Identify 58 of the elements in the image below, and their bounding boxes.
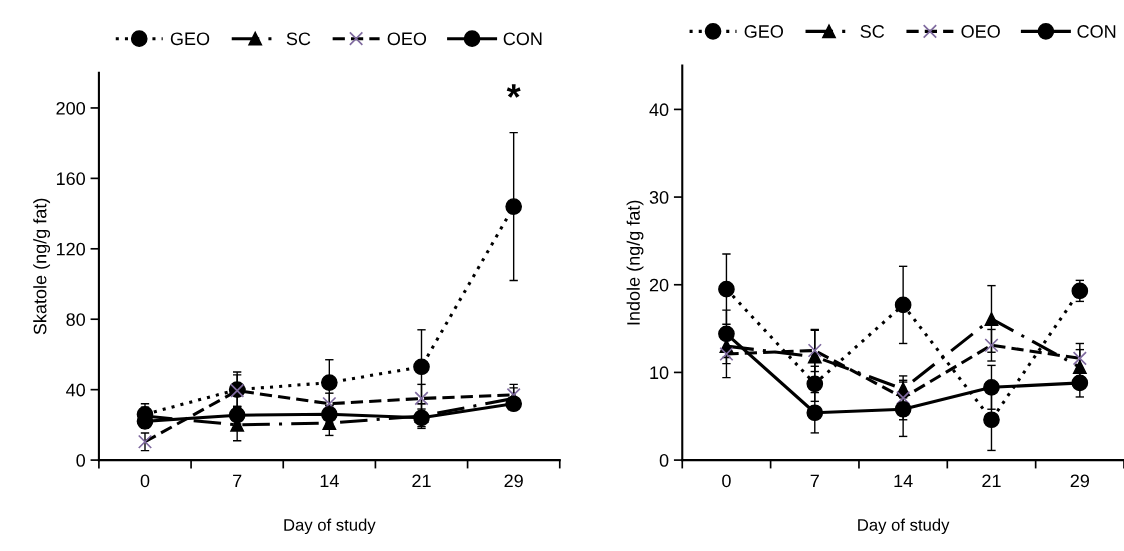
y-axis-title: Indole (ng/g fat) xyxy=(626,200,644,325)
point xyxy=(806,375,824,393)
point xyxy=(896,390,911,405)
point xyxy=(983,411,1000,429)
y-tick-label: 30 xyxy=(649,191,669,204)
point xyxy=(719,346,734,362)
y-tick-label: 0 xyxy=(76,454,86,467)
legend-label: SC xyxy=(286,32,311,46)
x-tick-label: 0 xyxy=(722,474,731,488)
x-tick-label: 21 xyxy=(412,474,431,488)
legend-label: CON xyxy=(1077,25,1116,38)
point xyxy=(1072,360,1087,375)
point xyxy=(413,358,430,376)
point xyxy=(983,378,1000,396)
x-tick-label: 29 xyxy=(504,474,523,488)
x-tick-label: 0 xyxy=(140,474,150,488)
point xyxy=(718,280,735,298)
point xyxy=(984,338,999,353)
point xyxy=(894,296,912,314)
legend-label: CON xyxy=(503,32,542,46)
point xyxy=(807,343,822,358)
point xyxy=(1071,282,1089,300)
y-tick-label: 40 xyxy=(66,383,86,397)
legend-label: GEO xyxy=(170,32,210,46)
legend-label: GEO xyxy=(744,25,783,38)
point xyxy=(505,198,523,215)
y-tick-label: 160 xyxy=(56,172,86,186)
legend-label: SC xyxy=(860,25,885,38)
point xyxy=(807,349,822,364)
point xyxy=(1071,374,1089,392)
annotation: * xyxy=(506,84,521,98)
x-axis-title: Day of study xyxy=(284,518,376,535)
legend-label: OEO xyxy=(961,25,1000,38)
y-tick-label: 10 xyxy=(650,366,669,380)
point xyxy=(894,400,912,418)
y-axis-title: Skatole (ng/g fat) xyxy=(33,198,51,335)
x-tick-label: 7 xyxy=(233,474,242,488)
point xyxy=(718,325,735,343)
point xyxy=(984,311,999,326)
x-tick-label: 29 xyxy=(1070,474,1090,488)
x-tick-label: 14 xyxy=(320,474,339,488)
y-tick-label: 120 xyxy=(56,242,86,256)
y-tick-label: 40 xyxy=(649,103,669,117)
x-tick-label: 14 xyxy=(894,474,913,488)
x-tick-label: 21 xyxy=(982,474,1001,488)
y-tick-label: 0 xyxy=(659,454,669,467)
x-tick-label: 7 xyxy=(810,474,819,488)
y-tick-label: 200 xyxy=(56,101,86,115)
point xyxy=(320,374,338,391)
legend-label: OEO xyxy=(387,32,427,46)
x-axis-title: Day of study xyxy=(858,518,950,535)
point xyxy=(228,406,246,424)
y-tick-label: 20 xyxy=(649,278,669,292)
point xyxy=(414,391,429,406)
point xyxy=(505,395,523,413)
point xyxy=(1072,351,1087,366)
point xyxy=(806,404,824,422)
y-tick-label: 80 xyxy=(66,313,86,326)
